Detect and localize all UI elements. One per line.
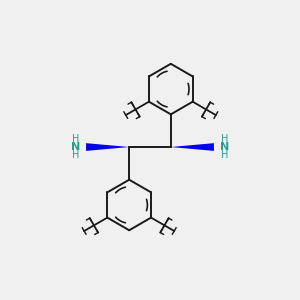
Text: H: H: [220, 150, 228, 161]
Polygon shape: [86, 143, 129, 151]
Text: N: N: [220, 142, 229, 152]
Polygon shape: [171, 143, 214, 151]
Text: H: H: [220, 134, 228, 144]
Text: H: H: [72, 134, 80, 144]
Text: N: N: [71, 142, 80, 152]
Text: H: H: [72, 150, 80, 161]
